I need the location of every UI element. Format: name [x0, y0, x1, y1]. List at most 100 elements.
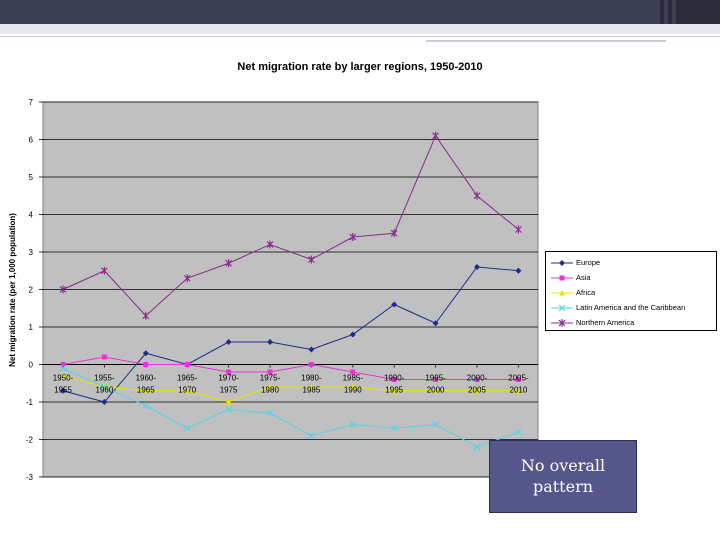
legend-label: Latin America and the Caribbean	[576, 303, 686, 312]
legend-swatch	[551, 260, 573, 266]
slide-decor-line	[426, 40, 666, 42]
y-tick-label: 0	[29, 361, 34, 370]
legend-marker	[558, 304, 566, 312]
data-point-northern-america	[225, 259, 233, 268]
data-point-africa	[142, 387, 149, 394]
x-tick-label: 1970	[178, 386, 196, 395]
legend-label: Africa	[576, 288, 596, 297]
callout-text: No overall pattern	[520, 455, 606, 496]
legend-marker	[558, 319, 566, 327]
legend-swatch	[551, 319, 573, 327]
chart-title: Net migration rate by larger regions, 19…	[237, 61, 483, 73]
data-point-asia	[391, 377, 397, 382]
callout-box: No overall pattern	[489, 440, 637, 513]
data-point-africa	[474, 387, 480, 394]
data-point-asia	[267, 369, 273, 375]
legend-item-latin-america-and-the-caribbean: Latin America and the Caribbean	[546, 301, 716, 315]
data-point-asia	[433, 377, 439, 382]
x-tick-labels: 1950- 1955 1955- 1960 1960- 1965 1965- 1970 1970…	[53, 374, 529, 395]
series-asia	[60, 354, 521, 382]
data-point-europe	[308, 346, 315, 353]
data-point-europe	[142, 350, 149, 357]
y-tick-label: -3	[26, 473, 34, 482]
y-tick-label: 7	[29, 98, 34, 107]
y-tick-label: 6	[29, 136, 34, 145]
data-point-europe	[474, 264, 480, 270]
x-tick-label: 1955	[54, 386, 72, 395]
legend-label: Northern America	[576, 318, 635, 327]
top-bar-divider	[660, 0, 664, 24]
data-point-northern-america	[349, 233, 357, 241]
x-tick-label: 1975-	[260, 374, 281, 383]
top-bar-divider	[668, 0, 672, 24]
data-point-northern-america	[100, 266, 108, 275]
data-point-europe	[432, 320, 439, 327]
data-point-latin-america-and-the-caribbean	[100, 383, 108, 391]
x-tick-label: 1995-	[425, 374, 446, 383]
data-point-europe	[225, 339, 232, 345]
legend-item-northern-america: Northern America	[546, 316, 716, 330]
legend-item-europe: Europe	[546, 256, 716, 270]
x-tick-label: 1955-	[94, 374, 115, 383]
x-tick-label: 2005-	[508, 374, 529, 383]
data-point-africa	[515, 387, 522, 394]
data-point-latin-america-and-the-caribbean	[266, 409, 274, 417]
data-point-africa	[308, 384, 315, 390]
data-point-northern-america	[59, 285, 67, 294]
x-tick-label: 2000	[427, 386, 445, 395]
data-point-asia	[474, 377, 480, 382]
chart-legend: Europe Asia Africa Latin America and the Ca…	[545, 251, 717, 331]
data-point-latin-america-and-the-caribbean	[142, 402, 150, 410]
data-point-africa	[184, 387, 191, 394]
x-tick-label: 2000-	[467, 374, 488, 383]
series-line-africa	[62, 375, 519, 403]
data-point-asia	[184, 362, 190, 367]
data-point-northern-america	[432, 131, 440, 140]
series-northern-america	[59, 131, 522, 320]
data-point-latin-america-and-the-caribbean	[183, 424, 191, 432]
legend-swatch	[551, 275, 573, 281]
x-tick-label: 1965-	[177, 374, 198, 383]
legend-label: Europe	[576, 258, 601, 267]
data-point-latin-america-and-the-caribbean	[225, 406, 233, 413]
data-point-latin-america-and-the-caribbean	[473, 443, 481, 451]
data-point-northern-america	[390, 229, 398, 238]
legend-item-africa: Africa	[546, 286, 716, 300]
series-line-northern-america	[62, 134, 519, 317]
x-tick-label: 1990-	[384, 374, 405, 383]
slide-divider-line	[0, 36, 720, 37]
data-point-europe	[391, 301, 398, 308]
data-point-europe	[515, 267, 522, 274]
x-tick-label: 1980-	[301, 374, 322, 383]
x-tick-label: 1950-	[53, 374, 74, 383]
data-point-northern-america	[142, 311, 150, 320]
y-tick-label: -2	[26, 436, 34, 445]
series-africa	[60, 372, 522, 405]
y-tick-label: 3	[29, 248, 34, 257]
y-tick-labels: 7 6 5 4 3 2 1 0 -1 -2 -3	[26, 98, 34, 482]
legend-swatch	[551, 290, 573, 296]
data-point-asia	[226, 369, 232, 375]
legend-marker	[559, 275, 565, 281]
x-tick-label: 1990	[344, 386, 362, 395]
series-europe	[60, 264, 522, 405]
x-tick-label: 1960-	[136, 374, 157, 383]
data-point-africa	[432, 387, 439, 394]
data-point-africa	[60, 372, 66, 379]
legend-marker	[559, 290, 565, 296]
data-point-northern-america	[514, 225, 522, 234]
data-point-latin-america-and-the-caribbean	[59, 364, 67, 372]
legend-marker	[559, 260, 565, 266]
data-point-northern-america	[473, 191, 481, 200]
x-tick-label: 1970-	[218, 374, 239, 383]
data-series	[59, 131, 522, 451]
data-point-latin-america-and-the-caribbean	[390, 424, 398, 432]
slide-top-bar	[0, 0, 720, 24]
gridlines	[39, 101, 538, 478]
data-point-africa	[267, 384, 273, 390]
y-tick-label: 4	[29, 211, 34, 220]
y-tick-label: 1	[29, 323, 34, 332]
data-point-latin-america-and-the-caribbean	[514, 428, 522, 436]
series-latin-america-and-the-caribbean	[59, 364, 522, 451]
slide-accent-band	[0, 24, 720, 34]
